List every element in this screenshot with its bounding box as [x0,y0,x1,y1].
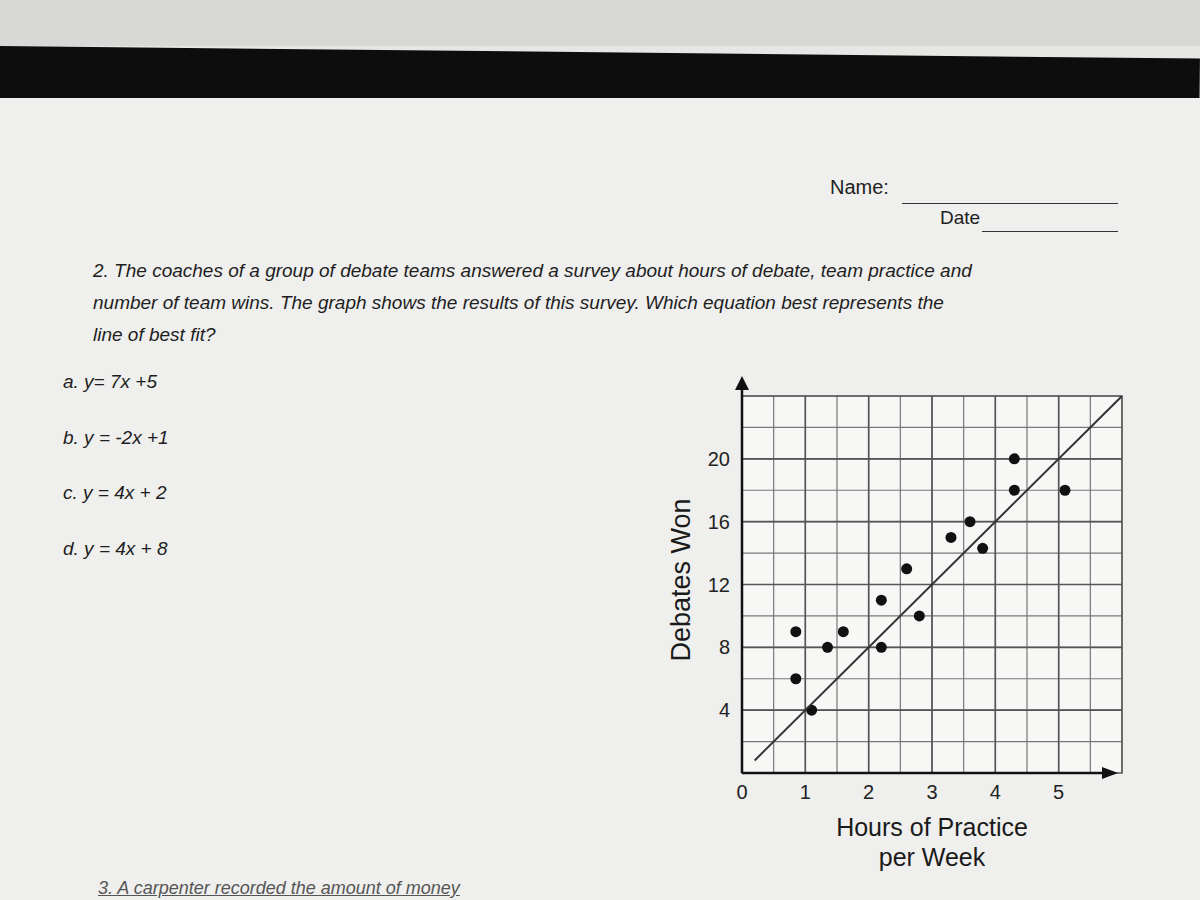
axis-arrow [1102,767,1118,779]
x-tick-label: 0 [736,781,747,803]
grid-line-minor [742,521,1122,522]
grid-line-minor [742,710,1122,711]
x-tick-label: 5 [1053,781,1064,803]
data-point [1009,485,1020,496]
answer-option: a. y= 7x +5 [63,371,157,393]
data-point [914,610,925,621]
grid-line [742,709,1122,711]
answer-option: b. y = -2x +1 [63,427,169,449]
data-point [876,642,887,653]
y-axis [741,382,744,773]
question-line: 2. The coaches of a group of debate team… [93,255,972,287]
data-point [838,626,849,637]
question-line: number of team wins. The graph shows the… [93,287,944,319]
answer-option: c. y = 4x + 2 [63,482,167,504]
data-point [790,626,801,637]
grid-line [742,521,1122,523]
data-point [977,543,988,554]
plot-frame [742,396,1122,773]
y-axis-label: Debates Won [666,498,696,661]
chart: 01234548121620Hours of Practiceper WeekD… [0,0,1200,900]
marks [755,396,1122,760]
grid-line-minor [742,647,1122,648]
data-point [901,563,912,574]
data-point [876,595,887,606]
x-tick-label: 3 [926,781,937,803]
name-label: Name: [830,176,889,199]
data-point [1009,453,1020,464]
question-line: line of best fit? [93,319,216,351]
data-point [822,642,833,653]
y-tick-label: 8 [719,636,730,658]
x-axis-label: Hours of Practice [836,813,1028,841]
x-tick-label: 1 [800,781,811,803]
data-point [1060,485,1071,496]
y-tick-label: 12 [708,574,730,596]
grid-line-minor [742,458,1122,459]
grid-line [742,647,1122,649]
underline [982,231,1118,232]
x-tick-label: 2 [863,781,874,803]
answer-option: d. y = 4x + 8 [63,538,168,560]
x-tick-label: 4 [990,781,1001,803]
underline [902,203,1118,204]
y-tick-label: 4 [719,699,730,721]
page-edge [0,0,1200,46]
data-point [790,673,801,684]
x-axis [742,772,1114,775]
y-tick-label: 20 [708,448,730,470]
x-axis-label: per Week [879,843,986,871]
data-point [946,532,957,543]
plot-area [742,396,1122,773]
fit-line [755,396,1122,760]
axis-arrow [735,376,749,390]
next-question: 3. A carpenter recorded the amount of mo… [98,878,460,899]
y-tick-label: 16 [708,511,730,533]
date-label: Date [940,207,980,229]
data-point [965,516,976,527]
grid-line [742,458,1122,460]
grid [742,396,1122,773]
